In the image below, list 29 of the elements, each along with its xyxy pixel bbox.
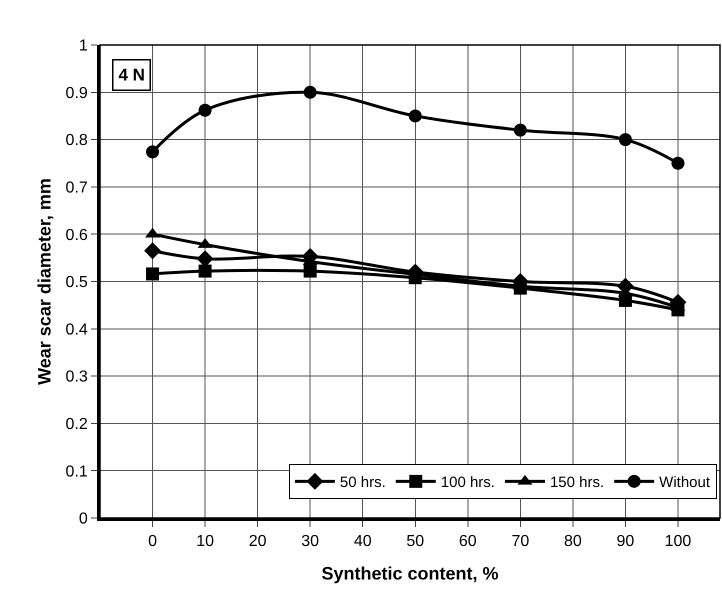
y-tick-label: 0.6 xyxy=(66,226,88,244)
legend-label: 150 hrs. xyxy=(550,474,604,492)
y-tick-label: 1 xyxy=(78,38,88,55)
x-axis-title: Synthetic content, % xyxy=(321,563,499,584)
x-tick-label: 20 xyxy=(248,533,267,550)
x-tick-label: 50 xyxy=(406,533,424,550)
x-tick-label: 60 xyxy=(458,533,477,550)
x-tick-label: 40 xyxy=(354,533,372,550)
x-tick-label: 0 xyxy=(148,533,158,550)
legend-label: 100 hrs. xyxy=(440,474,495,492)
legend-label: 50 hrs. xyxy=(340,474,386,492)
legend-label: Without xyxy=(659,474,711,492)
y-tick-label: 0.2 xyxy=(66,416,88,433)
x-tick-label: 30 xyxy=(301,533,320,550)
y-tick-label: 0.9 xyxy=(66,84,88,102)
y-tick-label: 0.7 xyxy=(66,180,88,196)
x-tick-label: 90 xyxy=(616,533,634,550)
y-tick-label: 0.8 xyxy=(66,132,88,150)
x-tick-label: 10 xyxy=(196,533,214,550)
y-tick-label: 0.4 xyxy=(66,321,88,338)
y-tick-label: 0.3 xyxy=(66,368,88,386)
annotation: 4 N xyxy=(118,66,145,84)
x-tick-label: 100 xyxy=(664,533,692,550)
y-tick-label: 0.5 xyxy=(66,274,88,292)
y-tick-label: 0 xyxy=(78,510,88,528)
y-tick-label: 0.1 xyxy=(66,463,88,480)
y-axis-title: Wear scar diameter, mm xyxy=(34,178,55,385)
x-tick-label: 80 xyxy=(564,533,582,550)
x-tick-label: 70 xyxy=(511,533,530,550)
